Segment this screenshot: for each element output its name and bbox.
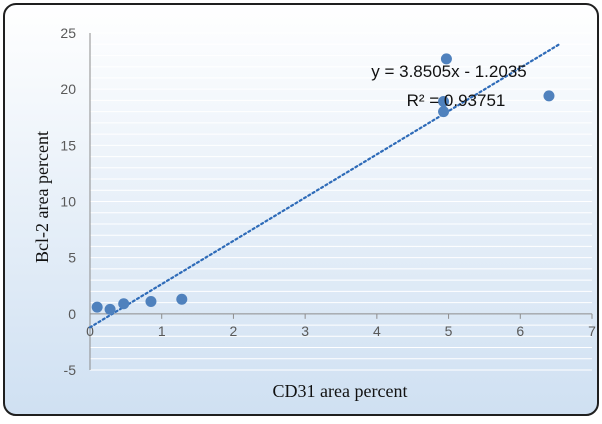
data-point <box>438 106 450 118</box>
y-tick-label: 0 <box>68 306 76 322</box>
y-tick-label: 10 <box>60 194 76 210</box>
y-tick-label: 5 <box>68 250 76 266</box>
data-point <box>104 303 116 315</box>
x-tick-label: 5 <box>445 323 453 339</box>
x-tick-label: 2 <box>230 323 238 339</box>
data-point <box>91 301 103 313</box>
tick-labels: 0 1 2 3 4 5 6 7 -5 0 5 10 15 20 25 <box>60 25 596 378</box>
chart-background <box>3 3 599 416</box>
x-tick-label: 1 <box>158 323 166 339</box>
gridlines <box>90 32 592 371</box>
data-points <box>91 53 555 315</box>
x-tick-label: 7 <box>588 323 596 339</box>
x-tick-label: 3 <box>301 323 309 339</box>
x-tick-label: 6 <box>516 323 524 339</box>
data-point <box>438 96 450 108</box>
x-axis-title: CD31 area percent <box>273 381 408 401</box>
data-point <box>118 298 130 310</box>
y-tick-label: -5 <box>64 362 77 378</box>
y-tick-label: 15 <box>60 137 76 153</box>
trendline-r2: R² = 0.93751 <box>407 91 506 110</box>
trendline <box>88 42 561 329</box>
y-tick-label: 25 <box>60 25 76 41</box>
x-tick-label: 4 <box>373 323 381 339</box>
data-point <box>176 293 188 305</box>
trendline-equation: y = 3.8505x - 1.2035 <box>371 62 526 81</box>
data-point <box>440 53 452 65</box>
y-tick-label: 20 <box>60 81 76 97</box>
trendline-group <box>88 42 561 329</box>
y-axis-title: Bcl-2 area percent <box>32 131 52 263</box>
data-point <box>543 90 555 102</box>
x-tick-label: 0 <box>86 323 94 339</box>
data-point <box>145 295 157 307</box>
